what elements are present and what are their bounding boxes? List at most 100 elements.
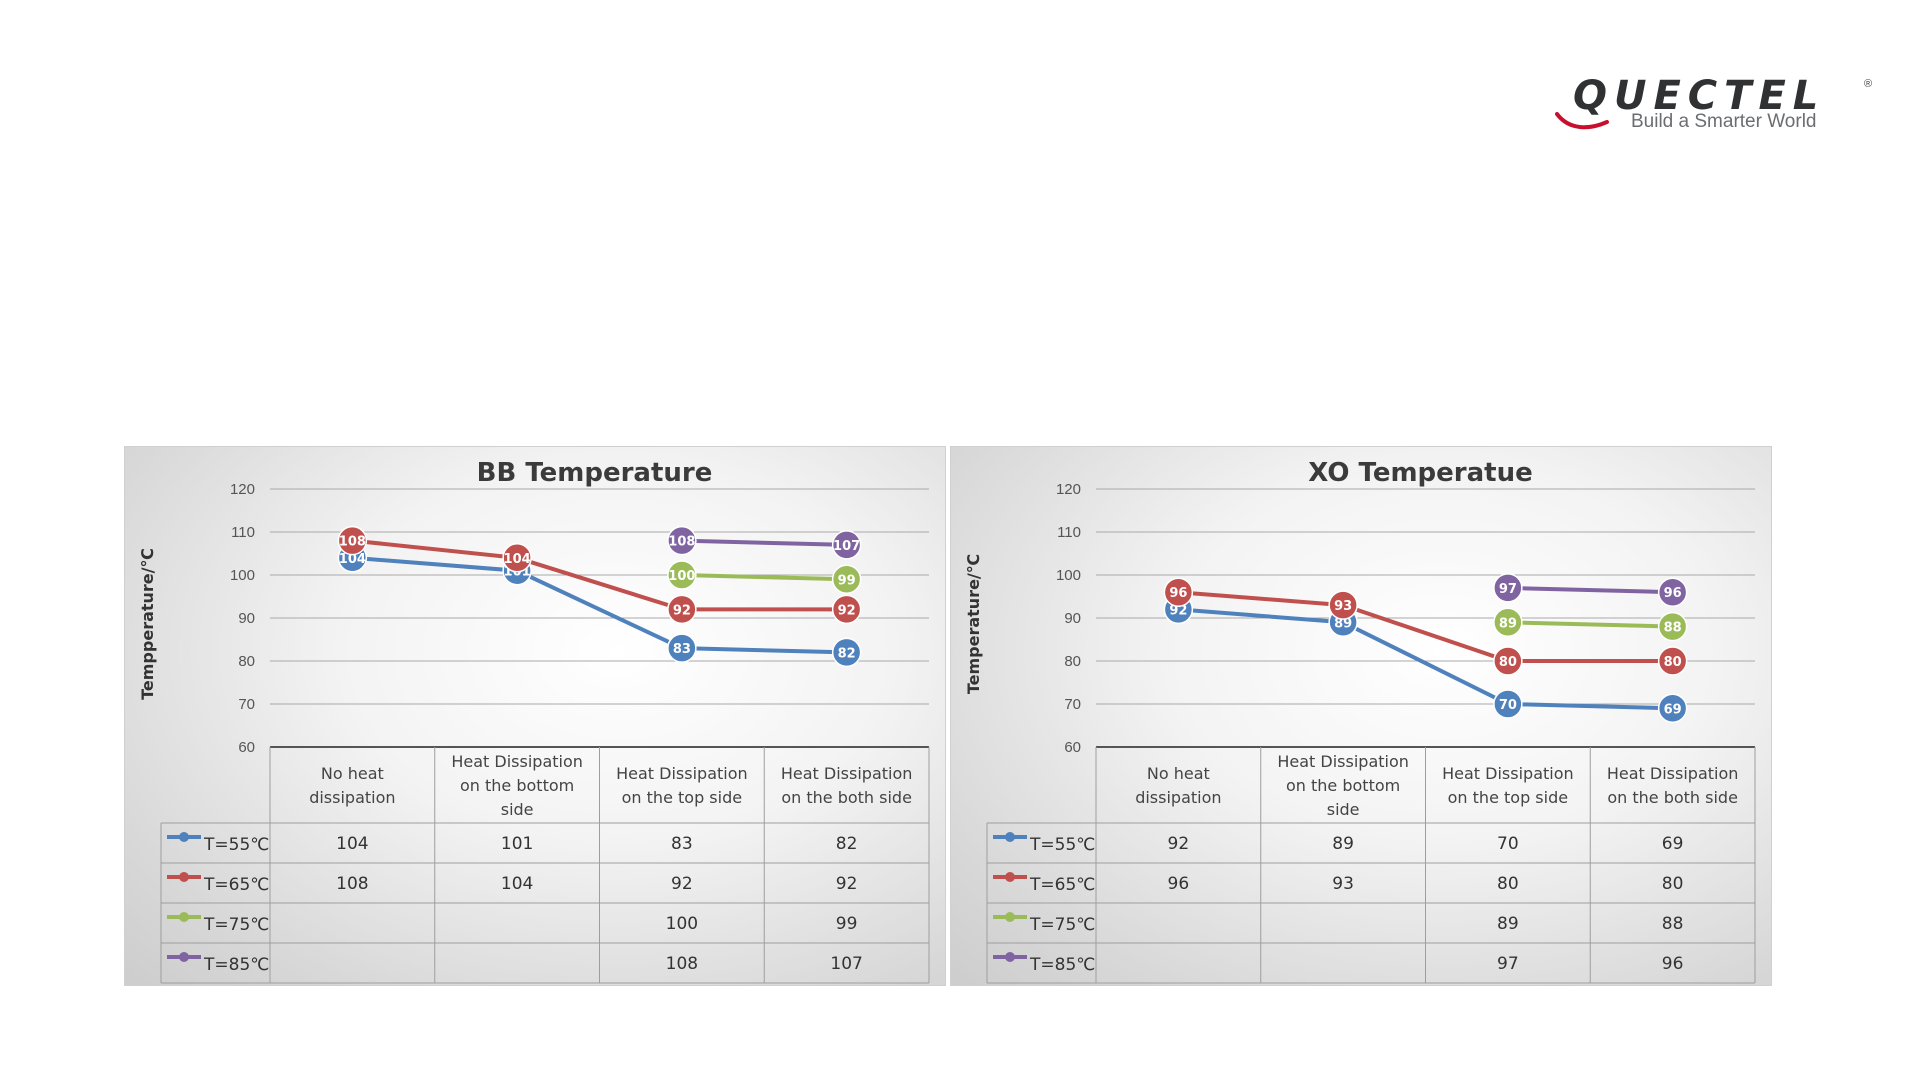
xo-legend-label: T=65℃	[1029, 875, 1095, 895]
xo-data-label: 89	[1334, 616, 1352, 631]
xo-data-label: 96	[1169, 586, 1187, 601]
xo-legend-marker	[1005, 872, 1015, 882]
bb-category-label: on the bottom	[460, 776, 574, 795]
bb-y-tick-label: 110	[231, 524, 255, 541]
bb-y-tick-label: 120	[230, 481, 255, 498]
xo-data-label: 70	[1499, 698, 1517, 713]
xo-table-cell: 92	[1168, 834, 1190, 854]
bb-y-tick-label: 70	[238, 696, 255, 713]
quectel-logo: QUECTEL ® Build a Smarter World	[1555, 74, 1895, 136]
bb-table-cell: 99	[836, 914, 858, 934]
bb-category-label: Heat Dissipation	[616, 764, 748, 783]
bb-legend-label: T=75℃	[203, 915, 269, 935]
xo-category-label: dissipation	[1135, 788, 1221, 807]
xo-data-label: 80	[1499, 655, 1517, 670]
xo-category-label: No heat	[1147, 764, 1210, 783]
xo-y-tick-label: 60	[1064, 739, 1081, 756]
bb-table-cell: 83	[671, 834, 693, 854]
xo-table-cell: 96	[1168, 874, 1190, 894]
xo-data-label: 69	[1664, 702, 1682, 717]
bb-table-cell: 92	[836, 874, 858, 894]
bb-table-cell: 82	[836, 834, 858, 854]
xo-series-line	[1178, 590, 1673, 663]
bb-data-point	[831, 594, 862, 625]
bb-category-label: on the top side	[622, 788, 742, 807]
xo-table-cell: 88	[1662, 914, 1684, 934]
xo-data-label: 97	[1499, 582, 1517, 597]
xo-category-label: on the bottom	[1286, 776, 1400, 795]
xo-category-label: side	[1327, 800, 1360, 819]
xo-data-point	[1493, 646, 1523, 676]
xo-category-label: on the top side	[1448, 788, 1568, 807]
bb-data-label: 108	[668, 535, 695, 550]
xo-temperature-chart: XO Temperatue Temperature/℃ 60 70 80 90 100 110…	[950, 446, 1772, 986]
bb-legend-marker	[179, 952, 189, 962]
bb-legend-label: T=55℃	[203, 835, 269, 855]
bb-chart-title: BB Temperature	[477, 458, 713, 488]
bb-y-tick-label: 80	[238, 653, 255, 670]
bb-data-label: 107	[833, 539, 860, 554]
bb-table-cell: 107	[830, 954, 862, 974]
xo-table-cell: 89	[1497, 914, 1519, 934]
bb-temperature-chart: BB Temperature Tempperature/℃ 60 70 80 90 100 1…	[124, 446, 946, 986]
bb-legend-marker	[179, 912, 189, 922]
xo-y-tick-label: 90	[1064, 610, 1081, 627]
xo-y-tick-label: 110	[1057, 524, 1081, 541]
bb-y-axis-label: Tempperature/℃	[138, 548, 157, 700]
bb-legend-label: T=85℃	[203, 955, 269, 975]
bb-table-cell: 108	[666, 954, 698, 974]
xo-data-label: 92	[1169, 603, 1187, 618]
xo-series-line	[1178, 607, 1673, 711]
xo-table-cell: 80	[1497, 874, 1519, 894]
bb-table-cell: 92	[671, 874, 693, 894]
bb-data-label: 104	[504, 552, 531, 567]
xo-category-label: Heat Dissipation	[1607, 764, 1739, 783]
bb-data-label: 99	[838, 573, 856, 588]
bb-series-line	[352, 538, 847, 612]
bb-series-line	[681, 538, 847, 547]
bb-data-point	[667, 633, 697, 663]
xo-category-label: Heat Dissipation	[1442, 764, 1574, 783]
bb-table-cell: 101	[501, 834, 533, 854]
bb-category-label: Heat Dissipation	[781, 764, 913, 783]
bb-table-cell: 104	[501, 874, 533, 894]
bb-legend-marker	[179, 872, 189, 882]
xo-series-line	[1507, 585, 1673, 595]
bb-category-label: side	[501, 800, 534, 819]
xo-data-point	[1163, 577, 1194, 607]
bb-category-label: dissipation	[309, 788, 395, 807]
bb-series-line	[681, 573, 847, 582]
bb-data-label: 83	[673, 642, 691, 657]
xo-y-tick-label: 120	[1056, 481, 1081, 498]
bb-data-point	[667, 525, 697, 556]
xo-y-tick-label: 100	[1056, 567, 1081, 584]
xo-table-cell: 89	[1332, 834, 1354, 854]
bb-table-cell: 104	[336, 834, 368, 854]
xo-data-point	[1493, 573, 1523, 603]
xo-legend-label: T=55℃	[1029, 835, 1095, 855]
xo-data-point	[1657, 577, 1688, 607]
logo-tagline: Build a Smarter World	[1631, 111, 1817, 132]
xo-data-point	[1493, 607, 1523, 638]
bb-data-label: 92	[838, 603, 856, 618]
bb-data-point	[502, 543, 532, 573]
bb-data-label: 82	[838, 646, 856, 661]
bb-data-point	[831, 637, 862, 668]
bb-data-label: 92	[673, 603, 691, 618]
xo-table-cell: 96	[1662, 954, 1684, 974]
xo-data-label: 93	[1334, 599, 1352, 614]
xo-chart-svg: XO Temperatue Temperature/℃ 60 70 80 90 100 110…	[964, 458, 1756, 984]
bb-legend-label: T=65℃	[203, 875, 269, 895]
xo-category-label: Heat Dissipation	[1277, 752, 1409, 771]
xo-data-label: 80	[1664, 655, 1682, 670]
bb-y-tick-label: 60	[238, 739, 255, 756]
bb-data-point	[831, 530, 862, 560]
xo-data-point	[1657, 646, 1688, 676]
xo-y-tick-label: 70	[1064, 696, 1081, 713]
bb-table-cell: 108	[336, 874, 368, 894]
xo-table-cell: 69	[1662, 834, 1684, 854]
bb-category-label: Heat Dissipation	[451, 752, 583, 771]
xo-legend-marker	[1005, 912, 1015, 922]
bb-data-label: 104	[339, 552, 366, 567]
xo-y-tick-label: 80	[1064, 653, 1081, 670]
